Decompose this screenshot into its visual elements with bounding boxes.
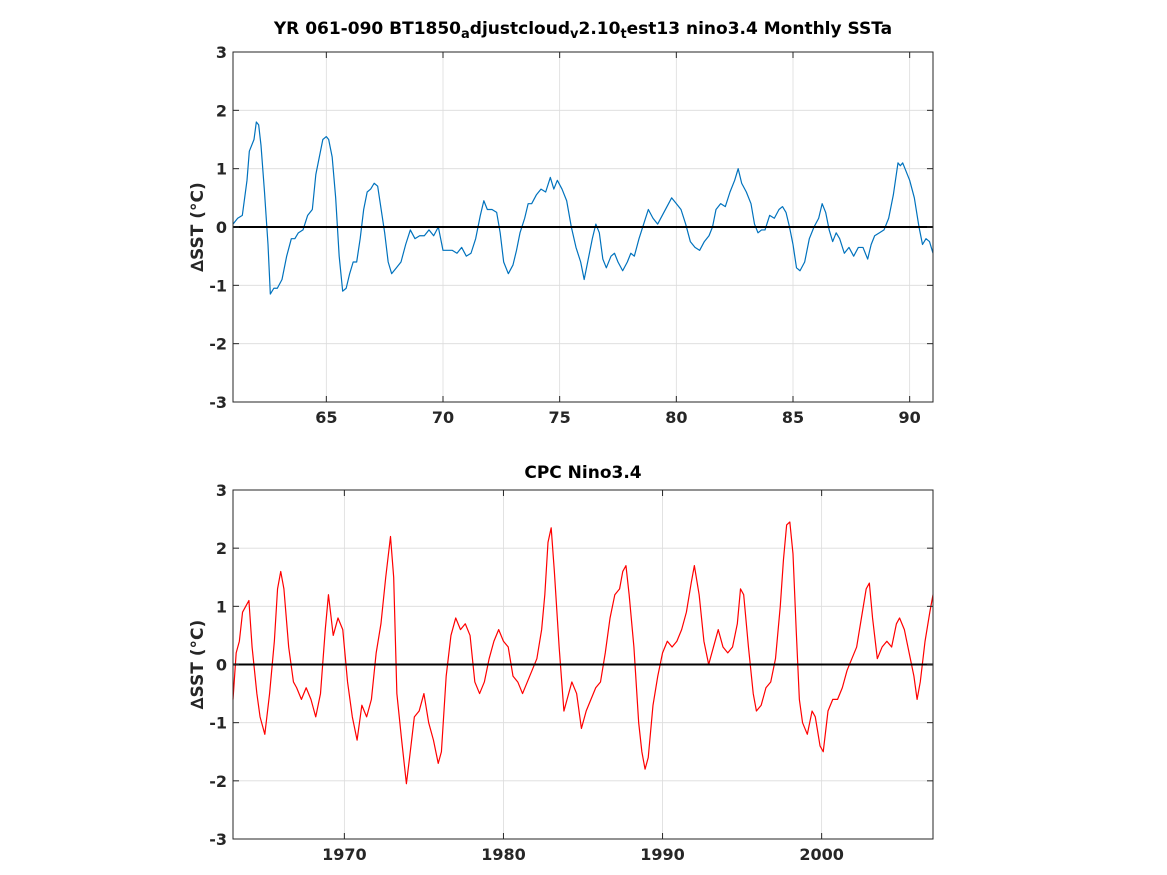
y-tick-label: -2 xyxy=(209,772,227,791)
x-tick-label: 85 xyxy=(782,408,804,427)
x-tick-label: 75 xyxy=(549,408,571,427)
y-tick-label: -1 xyxy=(209,714,227,733)
x-tick-label: 80 xyxy=(665,408,687,427)
y-tick-label: 2 xyxy=(216,101,227,120)
x-tick-label: 65 xyxy=(315,408,337,427)
y-axis-label: ∆SST (°C) xyxy=(188,182,208,272)
y-tick-label: 0 xyxy=(216,656,227,675)
y-tick-label: 1 xyxy=(216,160,227,179)
chart-title: CPC Nino3.4 xyxy=(524,463,641,483)
y-tick-label: 3 xyxy=(216,43,227,62)
title-text: est13 nino3.4 Monthly SSTa xyxy=(627,19,892,39)
top-axes: 65 70 75 80 85 90 -3 -2 -1 0 1 2 3 ∆SST (°C) YR 061-09… xyxy=(188,19,934,427)
y-tick-label: 1 xyxy=(216,597,227,616)
title-text: 2.10 xyxy=(578,19,620,39)
title-text: djustcloud xyxy=(470,19,570,39)
y-tick-label: 0 xyxy=(216,218,227,237)
x-tick-label: 70 xyxy=(432,408,454,427)
x-tick-label: 1980 xyxy=(481,845,526,864)
y-axis-label: ∆SST (°C) xyxy=(188,620,208,710)
sst-anomaly-line xyxy=(232,521,934,785)
title-text: YR 061-090 BT1850 xyxy=(273,19,461,39)
y-tick-label: -3 xyxy=(209,393,227,412)
y-tick-label: 2 xyxy=(216,539,227,558)
sst-anomaly-line xyxy=(232,121,934,295)
title-subscript: a xyxy=(461,27,470,42)
x-tick-label: 90 xyxy=(899,408,921,427)
y-tick-label: -3 xyxy=(209,830,227,849)
y-tick-label: -1 xyxy=(209,276,227,295)
chart-title: YR 061-090 BT1850adjustcloudv2.10test13 … xyxy=(273,19,892,42)
x-tick-label: 2000 xyxy=(799,845,844,864)
x-tick-label: 1970 xyxy=(322,845,367,864)
bottom-axes: 1970 1980 1990 2000 -3 -2 -1 0 1 2 3 ∆SST (°C) CPC N… xyxy=(188,463,934,864)
title-subscript: t xyxy=(620,27,626,42)
title-subscript: v xyxy=(570,27,579,42)
y-tick-label: 3 xyxy=(216,481,227,500)
y-tick-label: -2 xyxy=(209,335,227,354)
x-tick-label: 1990 xyxy=(640,845,685,864)
title-text: CPC Nino3.4 xyxy=(524,463,641,483)
